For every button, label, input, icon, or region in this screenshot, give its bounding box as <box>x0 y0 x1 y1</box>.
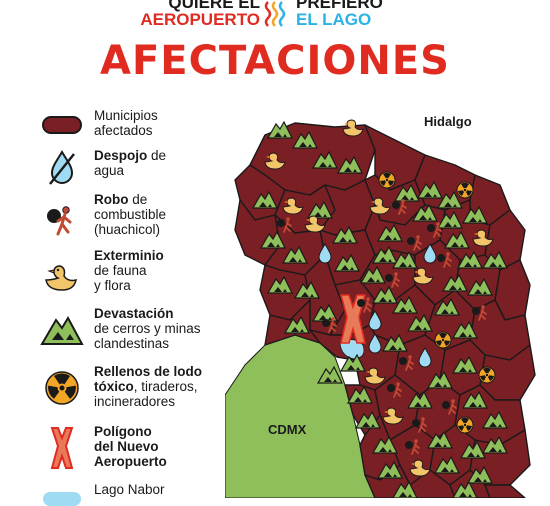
fuel-thief-icon <box>47 206 72 236</box>
label-cdmx: CDMX <box>268 422 307 437</box>
radioactive-icon <box>45 371 79 405</box>
mountain-mine-icon <box>40 315 84 345</box>
legend-municipios-line2: afectados <box>94 123 153 138</box>
municipality-swatch <box>42 116 82 134</box>
page-title: AFECTACIONES <box>100 38 450 84</box>
legend-rellenos-line2-rest: , tiraderos, <box>133 379 198 394</box>
legend-combustible-bold: Robo <box>94 192 129 207</box>
legend-poligono-line3: Aeropuerto <box>94 454 167 469</box>
lake-swatch <box>43 492 81 506</box>
header-left-line2: AEROPUERTO <box>140 10 260 29</box>
legend-combustible-rest: de <box>128 192 148 207</box>
squiggle-logo-icon <box>264 1 286 27</box>
label-hidalgo: Hidalgo <box>424 114 472 129</box>
header-right: PREFIERO EL LAGO <box>296 0 383 28</box>
legend-fauna-bold: Exterminio <box>94 248 164 263</box>
airport-polygon <box>339 294 367 344</box>
legend-fauna-line3: y flora <box>94 278 131 293</box>
legend-poligono-line1: Polígono <box>94 424 152 439</box>
header-right-line2: EL LAGO <box>296 10 372 29</box>
header-left-line1: QUIERE EL <box>168 0 260 12</box>
lake-nabor <box>339 339 365 360</box>
legend-fauna-line2: de fauna <box>94 263 147 278</box>
airport-polygon-icon <box>50 427 74 469</box>
legend-lago-text: Lago Nabor <box>94 482 165 497</box>
header: QUIERE EL AEROPUERTO PREFIERO EL LAGO <box>0 0 550 34</box>
legend-agua-line2: agua <box>94 163 125 178</box>
duck-icon <box>45 265 77 291</box>
legend-combustible-line3: (huachicol) <box>94 222 161 237</box>
legend-cerros-line3: clandestinas <box>94 336 170 351</box>
water-drop-crossed-icon <box>49 150 75 185</box>
legend-agua-rest: de <box>147 148 167 163</box>
legend-rellenos-line3: incineradores <box>94 394 176 409</box>
legend-municipios-line1: Municipios <box>94 108 158 123</box>
legend-agua-bold: Despojo <box>94 148 148 163</box>
legend-rellenos-bold: Rellenos de lodo <box>94 364 203 379</box>
map <box>225 119 536 498</box>
legend-cerros-line2: de cerros y minas <box>94 321 201 336</box>
header-left: QUIERE EL AEROPUERTO <box>140 0 260 28</box>
header-right-line1: PREFIERO <box>296 0 383 12</box>
legend-poligono-line2: del Nuevo <box>94 439 159 454</box>
legend-cerros-bold: Devastación <box>94 306 174 321</box>
legend-rellenos-line2-bold: tóxico <box>94 379 134 394</box>
legend-combustible-line2: combustible <box>94 207 167 222</box>
